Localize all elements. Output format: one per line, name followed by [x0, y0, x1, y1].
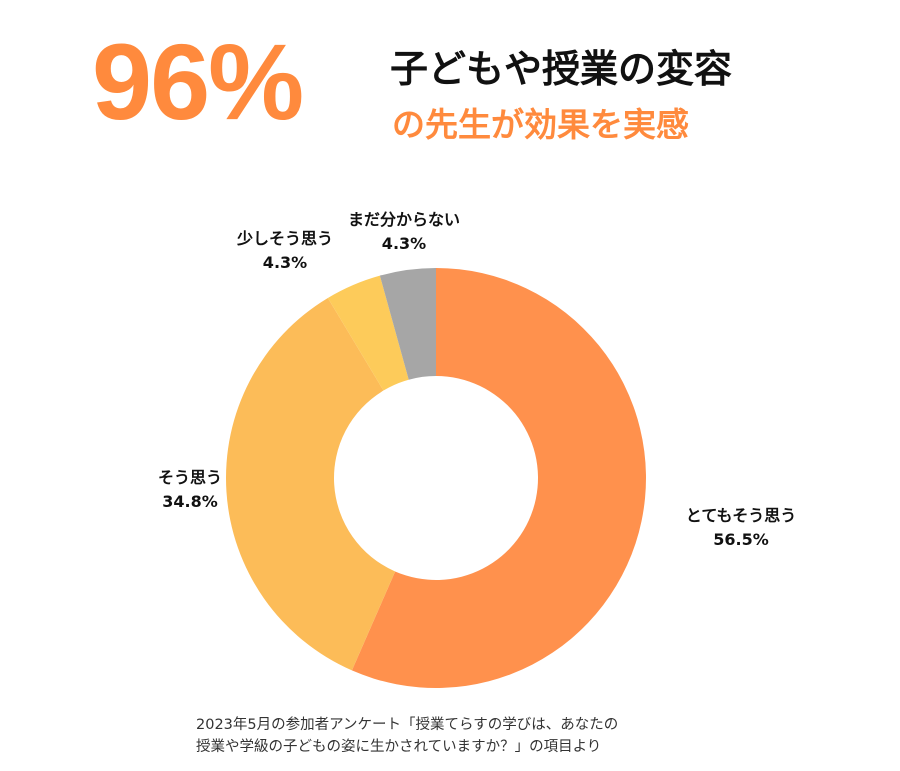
slice-label-very-much: とてもそう思う 56.5% [686, 504, 796, 552]
slice-value-label: 4.3% [262, 253, 308, 272]
headline-title: 子どもや授業の変容 [390, 47, 733, 91]
slice-value-label: 4.3% [381, 234, 427, 253]
donut-slices [226, 268, 646, 688]
slice-category-label: 少しそう思う [236, 229, 334, 248]
slice-category-label: とてもそう思う [685, 506, 797, 525]
headline-percent: 96% [92, 21, 304, 142]
slice-category-label: まだ分からない [347, 210, 461, 229]
donut-slice-1 [226, 297, 396, 671]
slice-label-unsure: まだ分からない 4.3% [348, 208, 460, 256]
headline-subtitle: の先生が効果を実感 [392, 105, 689, 144]
footnote-line-1: 2023年5月の参加者アンケート「授業てらすの学びは、あなたの [196, 717, 619, 733]
slice-label-agree: そう思う 34.8% [158, 466, 222, 514]
slice-category-label: そう思う [157, 468, 223, 487]
slice-label-somewhat: 少しそう思う 4.3% [237, 227, 333, 275]
survey-footnote: 2023年5月の参加者アンケート「授業てらすの学びは、あなたの 授業や学級の子ど… [196, 714, 618, 758]
donut-slice-2 [327, 275, 409, 391]
donut-slice-3 [379, 268, 436, 380]
slice-value-label: 56.5% [713, 530, 769, 549]
headline: 96% 子どもや授業の変容 の先生が効果を実感 [0, 0, 900, 170]
slice-value-label: 34.8% [162, 492, 218, 511]
footnote-line-2: 授業や学級の子どもの姿に生かされていますか？」の項目より [196, 739, 602, 755]
donut-slice-0 [351, 268, 646, 688]
